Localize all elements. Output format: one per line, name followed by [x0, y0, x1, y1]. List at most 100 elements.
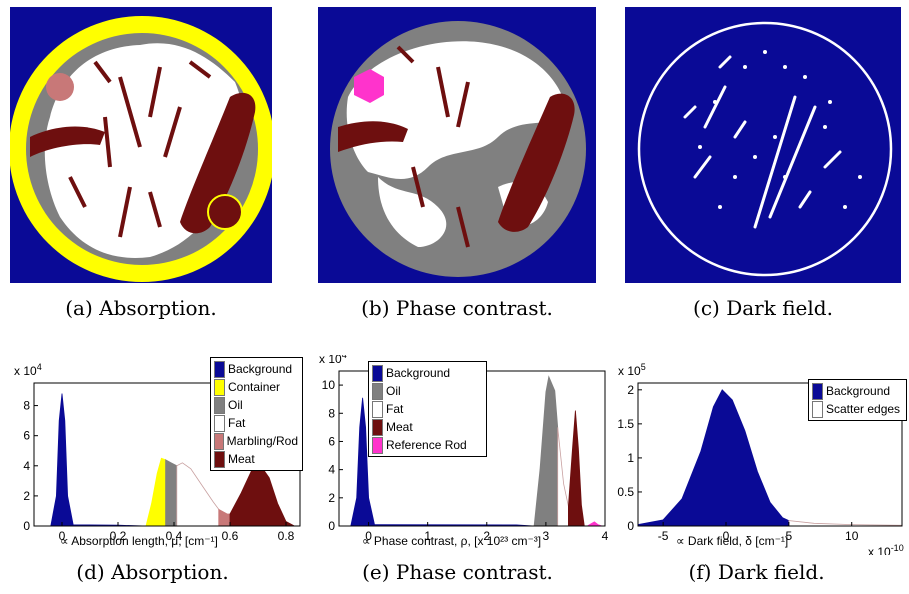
x-tick-label: 3 [543, 529, 550, 543]
y-tick-label: 0 [23, 519, 30, 533]
absorption-segmentation-image [10, 7, 272, 283]
y-multiplier: x 104 [14, 362, 42, 378]
legend-item: Reference Rod [372, 436, 482, 454]
legend-label: Meat [228, 452, 255, 466]
absorption-histogram: 0 0.2 0.4 0.6 0.8 0 2 4 6 8 x 104 [14, 362, 301, 543]
dark-field-xlabel: ∝ Dark field, δ [cm⁻¹] [676, 534, 789, 548]
legend-label: Background [228, 362, 293, 376]
series-area-background [350, 397, 535, 527]
series-area-reference-rod [585, 521, 603, 527]
x-tick-label: 0.2 [110, 529, 127, 543]
y-tick-label: 8 [328, 406, 335, 420]
legend-label: Scatter edges [826, 402, 901, 416]
axes-frame [637, 382, 903, 527]
series-area-oil [533, 375, 559, 527]
legend-swatch-background [214, 360, 225, 378]
series-area-background [50, 393, 147, 527]
legend-swatch-reference-rod [372, 436, 383, 454]
legend-item: Background [214, 360, 298, 378]
legend-label: Fat [386, 402, 404, 416]
legend-swatch-meat [372, 418, 383, 436]
legend-item: Marbling/Rod [214, 432, 298, 450]
x-tick-label: 2 [483, 529, 490, 543]
legend-swatch-background [372, 364, 383, 382]
caption-d: (d) Absorption. [76, 560, 229, 584]
legend-label: Reference Rod [386, 438, 467, 452]
legend-swatch-container [214, 378, 225, 396]
x-tick-label: 10 [845, 529, 859, 543]
series-area-oil [165, 459, 178, 527]
legend-swatch-meat [214, 450, 225, 468]
legend-swatch-scatter-edges [812, 400, 823, 418]
y-tick-label: 6 [328, 434, 335, 448]
caption-f: (f) Dark field. [688, 560, 825, 584]
x-multiplier: x 10-10 [868, 543, 904, 555]
y-tick-label: 0 [328, 519, 335, 533]
y-tick-label: 6 [23, 429, 30, 443]
legend-item: Meat [214, 450, 298, 468]
legend-item: Oil [372, 382, 482, 400]
legend-label: Background [386, 366, 451, 380]
caption-e: (e) Phase contrast. [362, 560, 553, 584]
y-tick-label: 4 [328, 463, 335, 477]
legend-swatch-fat [372, 400, 383, 418]
absorption-legend: Background Container Oil Fat Marbling/Ro… [210, 357, 303, 471]
legend-swatch-marbling [214, 432, 224, 450]
legend-item: Background [372, 364, 482, 382]
dark-field-segmentation-image [625, 7, 901, 283]
legend-item: Meat [372, 418, 482, 436]
legend-label: Meat [386, 420, 413, 434]
x-tick-label: 4 [602, 529, 609, 543]
absorption-xlabel: ∝ Absorption length, μ, [cm⁻¹] [60, 534, 218, 548]
legend-label: Fat [228, 416, 246, 430]
y-tick-label: 2 [23, 489, 30, 503]
legend-item: Background [812, 382, 902, 400]
legend-item: Fat [372, 400, 482, 418]
phase-contrast-segmentation-image [318, 7, 596, 283]
caption-c: (c) Dark field. [693, 296, 833, 320]
legend-swatch-background [812, 382, 823, 400]
series-area-background [637, 389, 790, 527]
phase-contrast-xlabel: ∝ Phase contrast, ρ, [x 10²³ cm⁻³] [362, 534, 542, 548]
legend-item: Oil [214, 396, 298, 414]
y-tick-label: 0 [627, 519, 634, 533]
dark-field-histogram: -5 0 5 10 0 0.5 1 1.5 2 x 105 x 10-10 [617, 362, 904, 555]
phase-contrast-histogram: 0 1 2 3 4 0 2 4 6 8 10 x 104 [319, 355, 609, 543]
series-area-fat [176, 462, 220, 527]
y-tick-label: 0.5 [617, 485, 634, 499]
legend-label: Marbling/Rod [226, 434, 298, 448]
legend-swatch-oil [214, 396, 225, 414]
x-tick-label: 5 [786, 529, 793, 543]
legend-item: Fat [214, 414, 298, 432]
series-area-scatter-edges [788, 520, 903, 527]
legend-swatch-fat [214, 414, 225, 432]
legend-label: Container [228, 380, 281, 394]
series-area-fat [557, 427, 569, 527]
legend-item: Scatter edges [812, 400, 902, 418]
legend-label: Background [826, 384, 891, 398]
dark-field-legend: Background Scatter edges [808, 379, 907, 421]
legend-item: Container [214, 378, 298, 396]
x-tick-label: 0 [723, 529, 730, 543]
y-multiplier: x 104 [319, 355, 347, 366]
y-tick-label: 10 [322, 378, 336, 392]
x-tick-label: 1 [424, 529, 431, 543]
x-tick-label: 0 [365, 529, 372, 543]
series-area-meat [229, 465, 295, 527]
legend-label: Oil [228, 398, 243, 412]
y-multiplier: x 105 [618, 362, 646, 378]
x-tick-label: 0 [59, 529, 66, 543]
phase-contrast-legend: Background Oil Fat Meat Reference Rod [368, 361, 487, 457]
legend-label: Oil [386, 384, 401, 398]
x-tick-label: 0.8 [278, 529, 295, 543]
x-tick-label: 0.6 [222, 529, 239, 543]
y-tick-label: 1.5 [617, 417, 634, 431]
y-tick-label: 8 [23, 399, 30, 413]
caption-a: (a) Absorption. [65, 296, 217, 320]
series-area-marbling-rod [218, 508, 231, 527]
y-tick-label: 2 [627, 383, 634, 397]
series-area-container [145, 457, 166, 527]
caption-b: (b) Phase contrast. [361, 296, 553, 320]
series-area-meat [568, 410, 585, 527]
x-tick-label: 0.4 [166, 529, 183, 543]
